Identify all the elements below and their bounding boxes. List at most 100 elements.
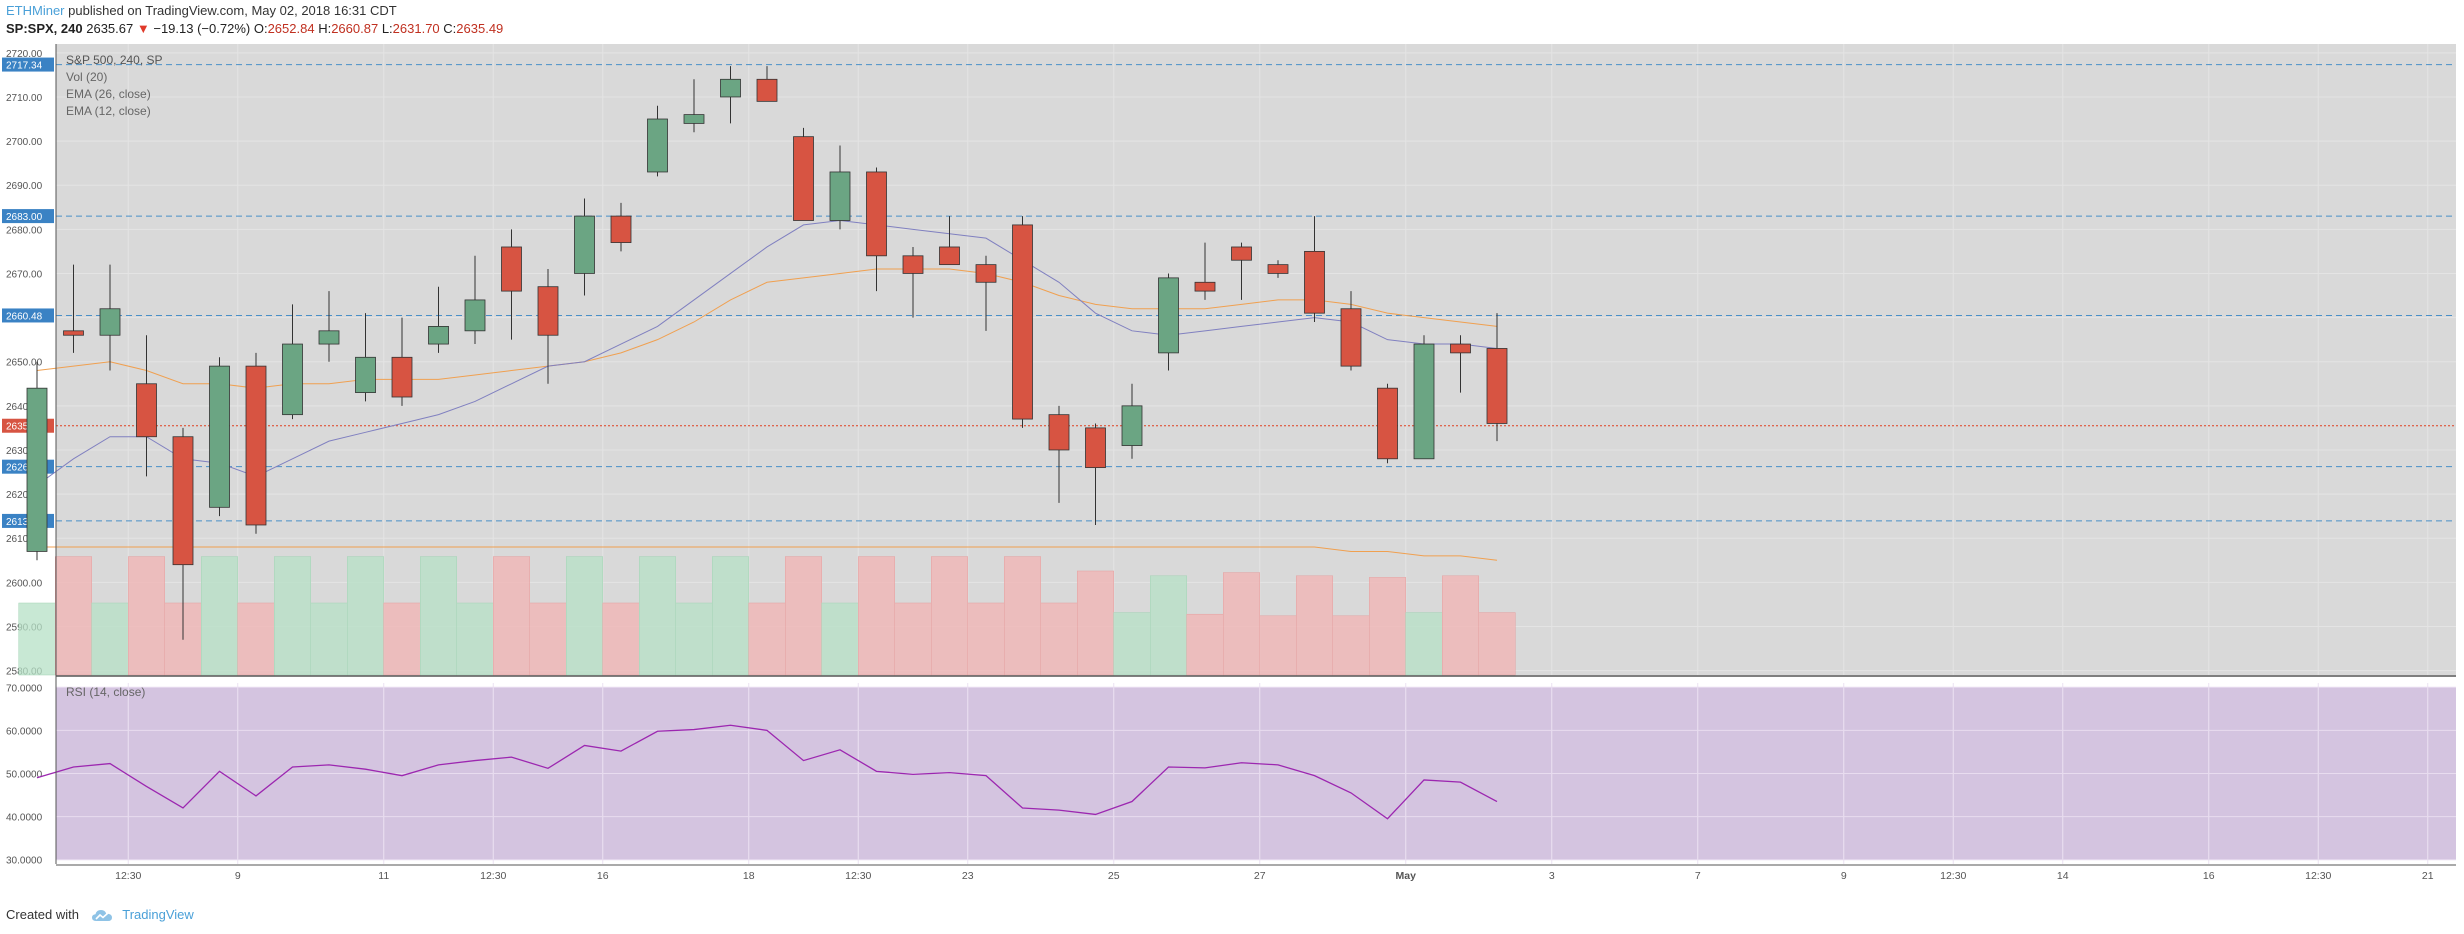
candle-body [1304,250,1325,314]
y-tick-label: 2620.00 [6,490,43,501]
level-label: 2683.00 [6,212,43,223]
candle-body [610,215,632,243]
volume-bar [18,602,56,676]
tradingview-logo-icon [91,909,112,921]
volume-bar [529,602,567,676]
candle-body [1340,308,1362,367]
y-tick-label: 2650.00 [6,358,43,369]
ema12-line [36,219,1498,486]
symbol-label: SP:SPX, 240 [6,21,83,36]
level-label: 2717.34 [6,61,43,72]
rsi-line [36,724,1498,820]
high-value: 2660.87 [331,21,379,36]
candle-body [501,246,522,292]
candle-body [63,330,84,336]
volume-bar [1150,575,1187,676]
candle-body [756,78,778,102]
author-link[interactable]: ETHMiner [6,3,65,18]
rsi-tick-label: 50.0000 [6,770,43,781]
open-label: O: [253,21,268,36]
volume-bar [1113,612,1151,676]
x-tick-label: 25 [1108,870,1120,882]
x-tick-label: 21 [2422,870,2434,882]
candle-body [1012,224,1033,420]
volume-bar [1004,556,1041,676]
x-tick-label: 12:30 [480,870,506,882]
x-tick-label: 3 [1549,870,1555,882]
candle-body [647,118,668,173]
candle-body [355,356,376,393]
last-price-label: 2635.49 [6,422,43,433]
candle-body [939,246,960,266]
candle-body [318,330,340,345]
legend-item: EMA (26, close) [66,87,151,101]
legend-item: EMA (12, close) [66,104,151,118]
candle-body [574,215,595,274]
close-label: C: [443,21,457,36]
candle-body [26,387,48,552]
candle-body [209,365,230,508]
volume-bar [420,556,457,676]
volume-bar [894,602,932,676]
volume-bar [1259,615,1297,676]
price-chart[interactable]: 2580.002590.002600.002610.002620.002630.… [0,40,2464,900]
x-tick-label: 12:30 [2305,870,2331,882]
level-tag [2,209,54,224]
x-tick-label: 7 [1695,870,1701,882]
candle-body [245,365,267,526]
created-with-text: Created with [6,907,79,922]
x-tick-label: 9 [235,870,241,882]
low-value: 2631.70 [392,21,440,36]
candle-body [1158,277,1179,354]
y-tick-label: 2690.00 [6,181,43,192]
chart-legend: S&P 500, 240, SP Vol (20) EMA (26, close) E… [66,53,163,118]
candle-body [136,383,157,438]
x-tick-label: 23 [962,870,974,882]
volume-bar [1077,570,1114,676]
y-tick-label: 2700.00 [6,137,43,148]
volume-bar [383,602,421,676]
y-tick-label: 2670.00 [6,269,43,280]
x-tick-label: 14 [2057,870,2069,882]
candle-body [1194,281,1216,292]
level-tag [2,57,54,72]
volume-bar [931,556,968,676]
volume-ma-line [37,546,1498,561]
footer: Created with TradingView [6,907,194,923]
down-arrow-icon: ▼ [136,21,150,36]
candle-body [1450,343,1471,354]
volume-bar [748,602,786,676]
published-text: published on TradingView.com, May 02, 20… [68,3,397,18]
candle-body [537,286,559,336]
ema26-line [36,268,1498,389]
candle-body [1048,414,1070,451]
change-value: −19.13 (−0.72%) [153,21,251,36]
candle-body [464,299,486,332]
candle-body [1413,343,1435,460]
tradingview-link[interactable]: TradingView [122,907,194,922]
candle-body [975,264,997,283]
high-label: H: [318,21,332,36]
legend-title: S&P 500, 240, SP [66,53,163,67]
candle-body [1231,246,1252,261]
y-tick-label: 2630.00 [6,446,43,457]
x-tick-label: 9 [1841,870,1847,882]
y-tick-label: 2640.00 [6,402,43,413]
level-label: 2626.21 [6,463,43,474]
rsi-tick-label: 40.0000 [6,813,43,824]
volume-bar [566,556,603,676]
x-tick-label: May [1396,870,1417,882]
last-price: 2635.67 [86,21,134,36]
level-tag [2,308,54,323]
x-tick-label: 16 [2203,870,2215,882]
candle-body [683,114,705,124]
volume-bar [201,556,238,676]
y-tick-label: 2600.00 [6,578,43,589]
y-tick-label: 2610.00 [6,534,43,545]
volume-bar [1369,577,1406,676]
candle-body [829,171,851,221]
candle-body [1267,264,1289,274]
y-tick-label: 2720.00 [6,49,43,60]
volume-bar [1405,612,1443,676]
low-label: L: [381,21,393,36]
